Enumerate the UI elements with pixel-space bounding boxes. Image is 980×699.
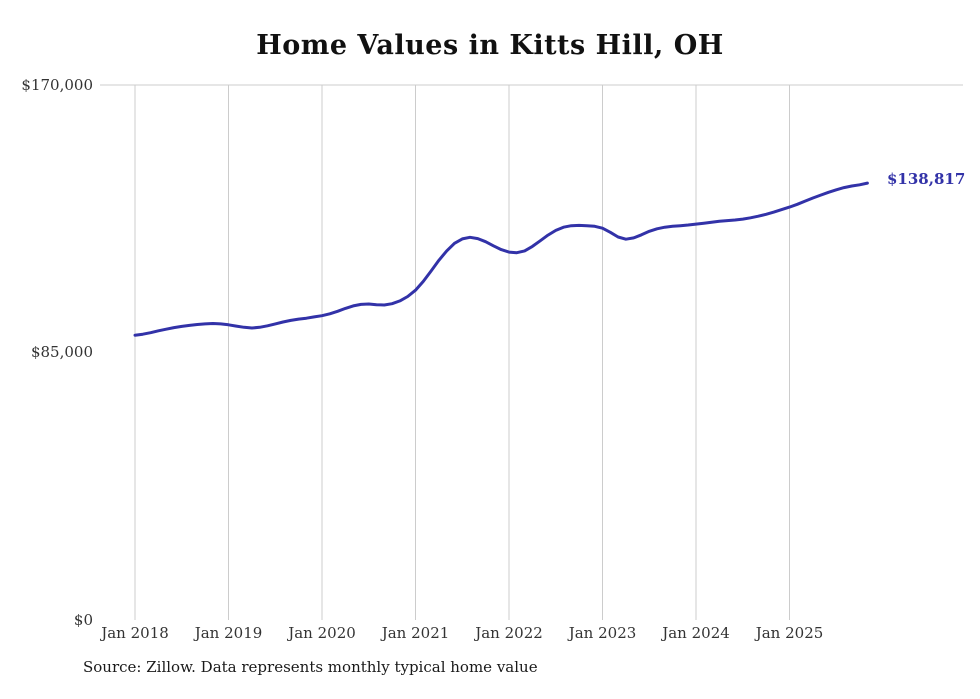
x-axis-tick-jan-2024: Jan 2024 — [662, 624, 730, 642]
x-axis-tick-jan-2021: Jan 2021 — [381, 624, 450, 642]
x-axis-tick-jan-2022: Jan 2022 — [475, 624, 543, 642]
source-note: Source: Zillow. Data represents monthly … — [83, 658, 538, 676]
home-value-line — [133, 181, 869, 337]
x-axis-tick-jan-2025: Jan 2025 — [755, 624, 824, 642]
chart-title: Home Values in Kitts Hill, OH — [256, 30, 724, 61]
y-axis-tick-0: $0 — [73, 611, 93, 629]
last-value-label: $138,817 — [887, 170, 966, 188]
y-axis-tick-85000: $85,000 — [30, 343, 93, 361]
x-axis-tick-jan-2018: Jan 2018 — [101, 624, 169, 642]
x-axis-tick-jan-2020: Jan 2020 — [288, 624, 356, 642]
y-axis-tick-170000: $170,000 — [21, 76, 93, 94]
x-axis-tick-jan-2023: Jan 2023 — [568, 624, 637, 642]
x-axis-tick-jan-2019: Jan 2019 — [194, 624, 263, 642]
